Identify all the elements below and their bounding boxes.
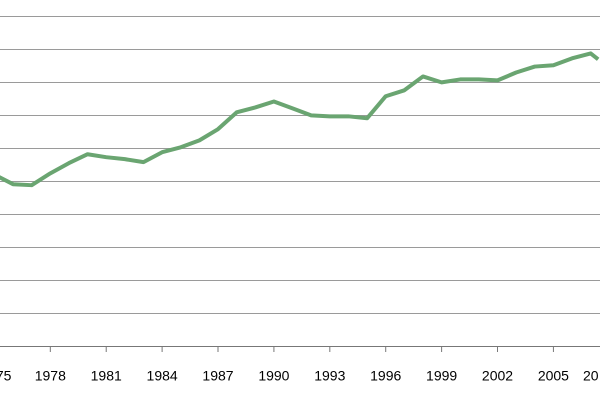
x-tick-label: 1978 [35, 368, 66, 384]
x-tick-label: 1993 [314, 368, 345, 384]
x-tick-label: 1999 [426, 368, 457, 384]
x-tick-label: 1996 [370, 368, 401, 384]
x-tick-label: 20 [583, 368, 599, 384]
x-tick-label: 75 [0, 368, 12, 384]
x-tick-label: 1981 [91, 368, 122, 384]
x-tick-label: 2002 [482, 368, 513, 384]
x-tick-label: 1984 [147, 368, 178, 384]
x-tick-label: 2005 [538, 368, 569, 384]
data-line [0, 51, 600, 188]
x-tick-label: 1987 [202, 368, 233, 384]
x-tick-label: 1990 [258, 368, 289, 384]
